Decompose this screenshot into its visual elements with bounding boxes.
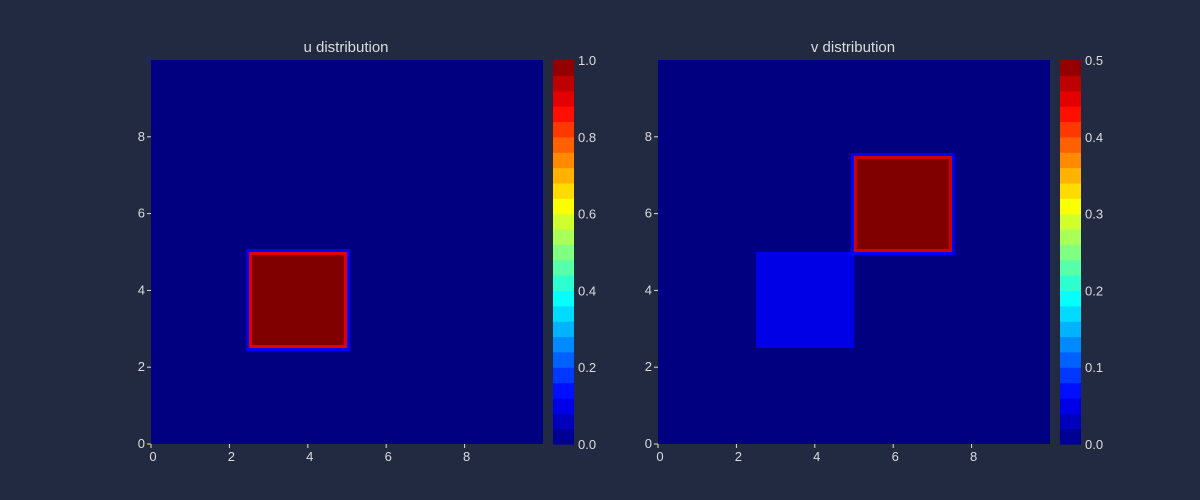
colorbar-segment	[553, 259, 574, 276]
v-panel-title: v distribution	[811, 39, 895, 56]
colorbar-segment	[553, 60, 574, 76]
colorbar-segment	[1060, 198, 1081, 215]
colorbar-segment	[553, 198, 574, 215]
x-tick-label: 8	[463, 449, 470, 464]
colorbar-segment	[553, 182, 574, 199]
y-tick-label: 2	[138, 359, 145, 374]
colorbar-segment	[1060, 167, 1081, 184]
colorbar-segment	[553, 152, 574, 169]
colorbar-segment	[553, 275, 574, 291]
colorbar-segment	[553, 90, 574, 107]
colorbar-segment	[1060, 428, 1081, 445]
colorbar-segment	[1060, 106, 1081, 123]
colorbar-segment	[553, 382, 574, 399]
colorbar-segment	[553, 290, 574, 307]
colorbar-segment	[1060, 228, 1081, 245]
colorbar-segment	[1060, 90, 1081, 107]
x-tick-label: 2	[735, 449, 742, 464]
colorbar-segment	[553, 397, 574, 414]
x-tick-label: 0	[656, 449, 663, 464]
heatmap-region	[756, 252, 854, 348]
heatmap-region	[857, 159, 949, 249]
u-panel-title: u distribution	[303, 39, 388, 56]
colorbar-segment	[553, 244, 574, 261]
v-distribution-panel: v distribution 0 2 4 6 8 0 2 4 6 8 0.0 0.1 0.2 0.3 0.4…	[645, 39, 1103, 464]
colorbar-segment	[553, 75, 574, 92]
colorbar-segment	[1060, 397, 1081, 414]
colorbar-tick-label: 1.0	[578, 53, 596, 68]
colorbar-segment	[1060, 351, 1081, 368]
colorbar-tick-label: 0.2	[1085, 283, 1103, 298]
x-tick-label: 4	[306, 449, 313, 464]
y-tick-label: 0	[645, 436, 652, 451]
colorbar-segment	[553, 228, 574, 245]
colorbar-tick-label: 0.4	[1085, 130, 1103, 145]
y-tick-label: 6	[138, 206, 145, 221]
colorbar-segment	[553, 106, 574, 123]
colorbar-segment	[553, 167, 574, 184]
colorbar-segment	[1060, 136, 1081, 153]
colorbar-tick-label: 0.4	[578, 283, 596, 298]
y-tick-label: 6	[645, 206, 652, 221]
colorbar-segment	[1060, 305, 1081, 322]
x-tick-label: 2	[228, 449, 235, 464]
colorbar-tick-label: 0.3	[1085, 207, 1103, 222]
colorbar-segment	[1060, 336, 1081, 353]
x-tick-label: 4	[813, 449, 820, 464]
x-tick-label: 8	[970, 449, 977, 464]
y-tick-label: 0	[138, 436, 145, 451]
colorbar-segment	[1060, 182, 1081, 199]
y-tick-label: 4	[645, 282, 652, 297]
colorbar-segment	[1060, 321, 1081, 338]
colorbar-segment	[553, 367, 574, 384]
y-tick-label: 2	[645, 359, 652, 374]
colorbar-segment	[1060, 367, 1081, 384]
colorbar-segment	[553, 351, 574, 368]
colorbar-tick-label: 0.2	[578, 360, 596, 375]
y-tick-label: 8	[138, 129, 145, 144]
colorbar-segment	[553, 336, 574, 353]
colorbar-segment	[1060, 382, 1081, 399]
colorbar-tick-label: 0.0	[578, 437, 596, 452]
colorbar-tick-label: 0.5	[1085, 53, 1103, 68]
colorbar-segment	[1060, 244, 1081, 261]
colorbar-segment	[553, 413, 574, 430]
y-tick-label: 4	[138, 282, 145, 297]
colorbar-segment	[553, 305, 574, 322]
colorbar-tick-label: 0.1	[1085, 360, 1103, 375]
colorbar-segment	[553, 121, 574, 138]
x-tick-label: 6	[892, 449, 899, 464]
colorbar-segment	[1060, 121, 1081, 138]
colorbar-tick-label: 0.0	[1085, 437, 1103, 452]
colorbar-segment	[553, 428, 574, 445]
heatmap-region	[252, 255, 344, 345]
colorbar-segment	[1060, 275, 1081, 291]
colorbar-segment	[1060, 413, 1081, 430]
colorbar-segment	[1060, 152, 1081, 169]
x-tick-label: 6	[385, 449, 392, 464]
y-tick-label: 8	[645, 129, 652, 144]
colorbar-segment	[1060, 60, 1081, 76]
u-distribution-panel: u distribution 0 2 4 6 8 0 2 4 6 8 0.0 0.2 0.4 0.6 0.8…	[138, 39, 596, 464]
colorbar-segment	[1060, 75, 1081, 92]
colorbar-segment	[1060, 290, 1081, 307]
colorbar-segment	[553, 213, 574, 230]
x-tick-label: 0	[149, 449, 156, 464]
colorbar-tick-label: 0.6	[578, 207, 596, 222]
colorbar-segment	[1060, 259, 1081, 276]
colorbar-segment	[553, 321, 574, 338]
colorbar-tick-label: 0.8	[578, 130, 596, 145]
colorbar-segment	[553, 136, 574, 153]
colorbar-segment	[1060, 213, 1081, 230]
